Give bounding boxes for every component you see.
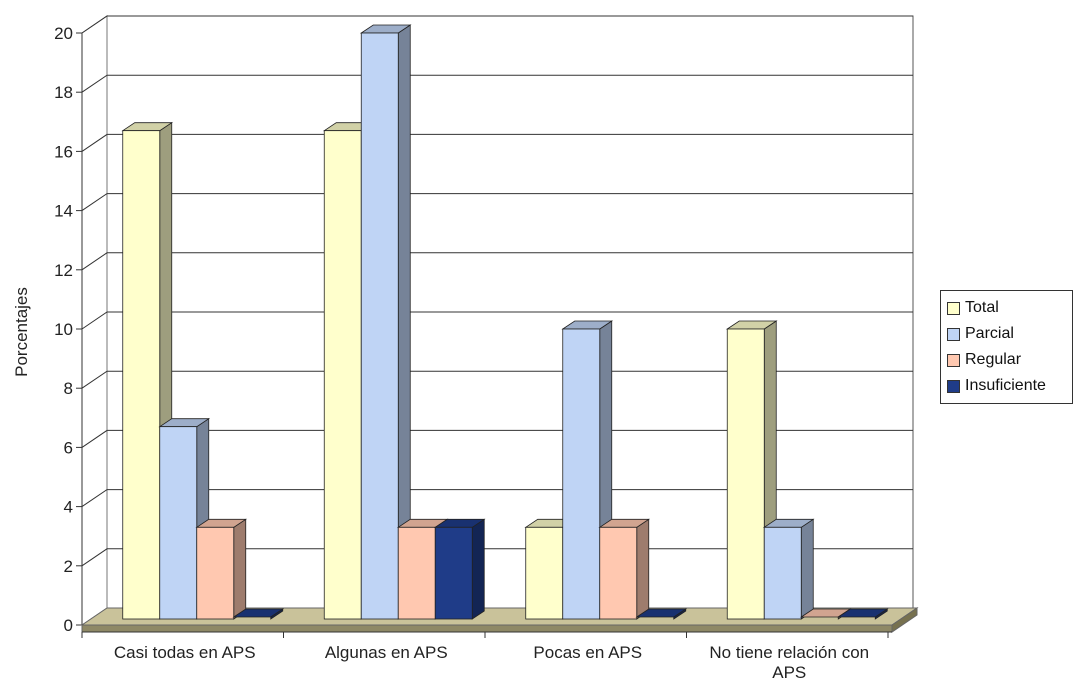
gridline: [81, 15, 913, 34]
y-tick-label: 10: [54, 320, 73, 339]
gridlines: [81, 15, 913, 567]
y-tick-label: 4: [64, 498, 73, 517]
legend-item: Total: [947, 295, 1072, 321]
bar: [836, 608, 889, 620]
bar-front: [434, 526, 473, 620]
y-tick-label: 2: [64, 557, 73, 576]
chart-floor: [80, 607, 919, 633]
gridline: [81, 193, 913, 212]
bar: [433, 518, 486, 620]
legend-swatch: [947, 353, 960, 367]
legend-swatch: [947, 379, 960, 393]
legend-item: Insuficiente: [947, 373, 1072, 399]
gridline: [81, 133, 913, 152]
legend-label: Insuficiente: [965, 377, 1046, 394]
bar: [762, 518, 815, 620]
x-category-label: No tiene relación con: [709, 643, 869, 662]
bar: [598, 518, 651, 620]
y-tick-label: 18: [54, 83, 73, 102]
y-tick-label: 12: [54, 261, 73, 280]
floor-front: [81, 624, 893, 633]
legend-swatch: [947, 327, 960, 341]
y-tick-label: 16: [54, 142, 73, 161]
gridline: [81, 311, 913, 330]
bar-front: [122, 130, 161, 620]
y-axis-label: Porcentajes: [12, 287, 31, 377]
bar: [195, 518, 248, 620]
legend-label: Total: [965, 299, 999, 316]
y-tick-label: 6: [64, 438, 73, 457]
bar-front: [599, 526, 638, 620]
gridline: [81, 489, 913, 508]
bar-front: [525, 526, 564, 620]
bar-side: [471, 518, 485, 620]
bar-front: [323, 130, 362, 620]
bar: [635, 608, 688, 620]
legend-item: Regular: [947, 347, 1072, 373]
x-category-label: Algunas en APS: [325, 643, 448, 662]
bar: [359, 24, 412, 620]
bar-side: [233, 518, 247, 620]
legend: Total Parcial Regular Insuficiente: [940, 290, 1073, 404]
bar: [561, 320, 614, 620]
x-category-label: APS: [772, 663, 806, 682]
bar-side: [636, 518, 650, 620]
legend-label: Regular: [965, 351, 1022, 368]
bar-side: [800, 518, 814, 620]
bar-top: [635, 608, 688, 618]
x-axis: Casi todas en APS Algunas en APS Pocas en …: [81, 631, 892, 682]
gridline: [81, 370, 913, 389]
bar: [121, 121, 174, 620]
bar-front: [159, 426, 198, 620]
legend-swatch: [947, 301, 960, 315]
gridline: [81, 74, 913, 93]
y-axis: 0 2 4 6 8 10 12 14 16 18 20: [54, 24, 83, 635]
bar-front: [397, 526, 436, 620]
legend-item: Parcial: [947, 321, 1072, 347]
y-tick-label: 0: [64, 616, 73, 635]
bar-top: [836, 608, 889, 618]
bar-front: [196, 526, 235, 620]
bar-front: [763, 526, 802, 620]
bar-top: [232, 608, 285, 618]
bars: [121, 24, 889, 620]
y-tick-label: 8: [64, 379, 73, 398]
gridline: [81, 252, 913, 271]
bar-front: [726, 328, 765, 620]
bar-front: [562, 328, 601, 620]
gridline: [81, 429, 913, 448]
bar: [232, 608, 285, 620]
x-category-label: Casi todas en APS: [114, 643, 256, 662]
y-tick-label: 14: [54, 202, 73, 221]
bar-front: [360, 32, 399, 620]
x-category-label: Pocas en APS: [533, 643, 642, 662]
y-tick-label: 20: [54, 24, 73, 43]
floor-side: [891, 607, 918, 633]
legend-label: Parcial: [965, 325, 1014, 342]
